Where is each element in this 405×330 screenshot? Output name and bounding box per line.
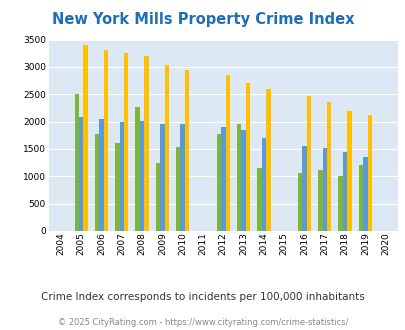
Text: © 2025 CityRating.com - https://www.cityrating.com/crime-statistics/: © 2025 CityRating.com - https://www.city… — [58, 318, 347, 327]
Bar — [176, 147, 180, 231]
Bar — [266, 89, 270, 231]
Bar — [185, 70, 189, 231]
Bar — [261, 138, 266, 231]
Bar — [317, 170, 322, 231]
Bar — [99, 119, 104, 231]
Bar — [115, 143, 119, 231]
Bar — [83, 45, 87, 231]
Bar — [104, 50, 108, 231]
Bar — [225, 75, 229, 231]
Bar — [297, 173, 301, 231]
Bar — [139, 120, 144, 231]
Bar — [216, 134, 220, 231]
Bar — [322, 148, 326, 231]
Bar — [237, 124, 241, 231]
Text: New York Mills Property Crime Index: New York Mills Property Crime Index — [51, 12, 354, 26]
Bar — [245, 83, 249, 231]
Bar — [144, 56, 148, 231]
Bar — [326, 102, 330, 231]
Bar — [241, 130, 245, 231]
Bar — [362, 157, 367, 231]
Bar — [135, 107, 139, 231]
Bar — [160, 124, 164, 231]
Bar — [358, 165, 362, 231]
Bar — [156, 163, 160, 231]
Bar — [306, 96, 311, 231]
Bar — [180, 124, 185, 231]
Bar — [164, 65, 169, 231]
Bar — [342, 152, 347, 231]
Bar — [220, 127, 225, 231]
Bar — [346, 111, 351, 231]
Bar — [302, 146, 306, 231]
Bar — [367, 115, 371, 231]
Bar — [79, 117, 83, 231]
Bar — [124, 53, 128, 231]
Bar — [119, 122, 124, 231]
Bar — [337, 176, 342, 231]
Bar — [256, 168, 261, 231]
Text: Crime Index corresponds to incidents per 100,000 inhabitants: Crime Index corresponds to incidents per… — [41, 292, 364, 302]
Bar — [95, 134, 99, 231]
Bar — [75, 94, 79, 231]
